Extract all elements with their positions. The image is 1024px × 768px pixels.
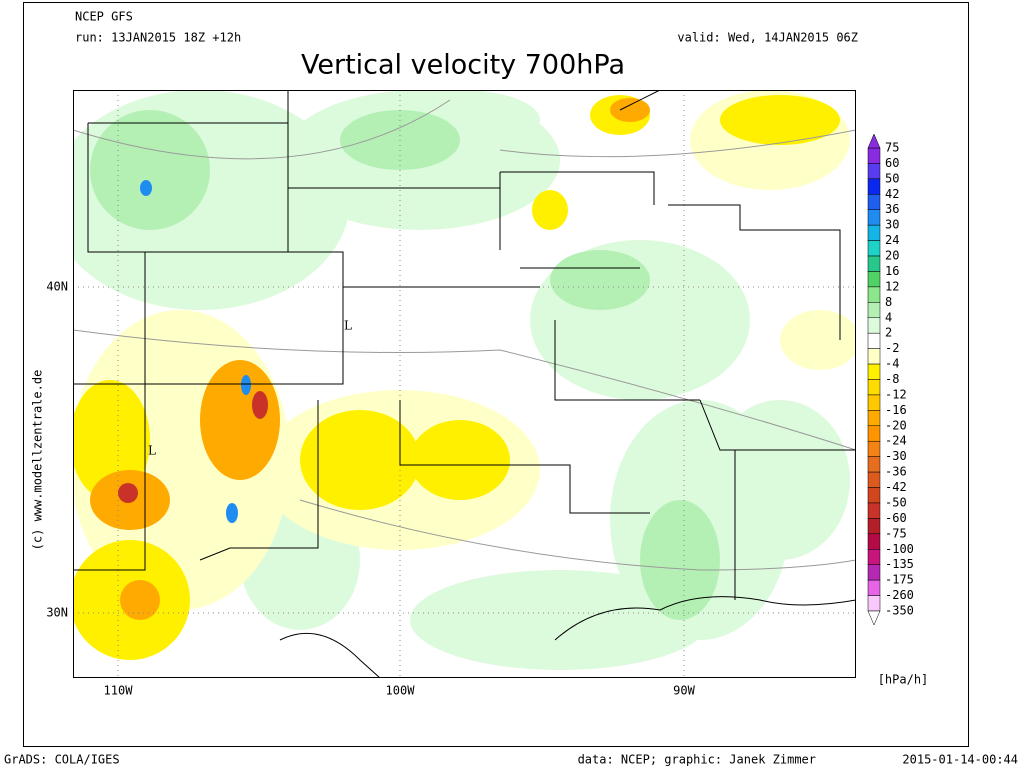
colorbar-swatch — [867, 456, 881, 473]
colorbar-label: 4 — [885, 310, 892, 324]
colorbar-label: -260 — [885, 588, 914, 602]
colorbar-swatch — [867, 240, 881, 257]
colorbar-swatch — [867, 147, 881, 164]
colorbar-label: 36 — [885, 202, 899, 216]
title: Vertical velocity 700hPa — [301, 50, 625, 81]
colorbar-swatch — [867, 332, 881, 349]
colorbar-label: -16 — [885, 403, 907, 417]
colorbar-swatch — [867, 518, 881, 535]
colorbar-label: -2 — [885, 341, 899, 355]
colorbar-swatch — [867, 194, 881, 210]
colorbar-swatch — [867, 579, 881, 596]
colorbar-swatch — [867, 163, 881, 180]
colorbar-unit: [hPa/h] — [878, 673, 929, 687]
run: run: 13JAN2015 18Z +12h — [75, 31, 241, 45]
colorbar-swatch — [867, 209, 881, 226]
colorbar-label: 8 — [885, 295, 892, 309]
colorbar-label: -50 — [885, 495, 907, 509]
colorbar-swatch — [867, 178, 881, 195]
colorbar-arrow — [867, 133, 881, 149]
colorbar-arrow — [867, 610, 881, 626]
colorbar-swatch — [867, 487, 881, 504]
colorbar-label: 30 — [885, 218, 899, 232]
colorbar-label: -135 — [885, 557, 914, 571]
colorbar-label: -60 — [885, 511, 907, 525]
colorbar-label: 60 — [885, 156, 899, 170]
colorbar-label: -175 — [885, 573, 914, 587]
colorbar-label: 12 — [885, 279, 899, 293]
lon-label: 90W — [673, 684, 695, 698]
footer-center: data: NCEP; graphic: Janek Zimmer — [578, 753, 816, 767]
colorbar-label: 75 — [885, 141, 899, 155]
colorbar-swatch — [867, 502, 881, 519]
colorbar-label: -75 — [885, 526, 907, 540]
colorbar-swatch — [867, 394, 881, 411]
colorbar-label: -36 — [885, 465, 907, 479]
colorbar-swatch — [867, 595, 881, 612]
colorbar-label: -24 — [885, 434, 907, 448]
colorbar-swatch — [867, 471, 881, 488]
colorbar: 75605042363024201612842-2-4-8-12-16-20-2… — [867, 133, 914, 626]
colorbar-swatch — [867, 379, 881, 396]
colorbar-swatch — [867, 224, 881, 241]
colorbar-label: 50 — [885, 171, 899, 185]
colorbar-swatch — [867, 549, 881, 565]
colorbar-label: -20 — [885, 418, 907, 432]
lon-label: 100W — [386, 684, 416, 698]
colorbar-swatch — [867, 317, 881, 334]
lat-label: 30N — [46, 606, 68, 620]
colorbar-label: 24 — [885, 233, 899, 247]
valid: valid: Wed, 14JAN2015 06Z — [677, 31, 858, 45]
model: NCEP GFS — [75, 10, 133, 24]
credit: (c) www.modellzentrale.de — [31, 370, 45, 551]
colorbar-label: 20 — [885, 249, 899, 263]
footer-left: GrADS: COLA/IGES — [4, 753, 120, 767]
low-marker: L — [344, 319, 352, 333]
colorbar-label: 2 — [885, 326, 892, 340]
colorbar-swatch — [867, 564, 881, 581]
colorbar-label: -42 — [885, 480, 907, 494]
colorbar-label: -100 — [885, 542, 914, 556]
colorbar-swatch — [867, 425, 881, 442]
colorbar-swatch — [867, 533, 881, 550]
colorbar-label: -4 — [885, 357, 899, 371]
colorbar-swatch — [867, 410, 881, 427]
colorbar-swatch — [867, 271, 881, 288]
colorbar-label: -30 — [885, 449, 907, 463]
colorbar-label: 42 — [885, 187, 899, 201]
colorbar-label: -8 — [885, 372, 899, 386]
colorbar-swatch — [867, 363, 881, 380]
colorbar-label: -12 — [885, 387, 907, 401]
colorbar-swatch — [867, 348, 881, 365]
colorbar-label: 16 — [885, 264, 899, 278]
map: L L — [73, 90, 856, 678]
colorbar-swatch — [867, 286, 881, 303]
colorbar-swatch — [867, 255, 881, 272]
colorbar-swatch — [867, 302, 881, 319]
colorbar-label: -350 — [885, 604, 914, 618]
colorbar-swatch — [867, 440, 881, 457]
low-marker: L — [148, 444, 156, 458]
lon-label: 110W — [104, 684, 134, 698]
footer-right: 2015-01-14-00:44 — [902, 753, 1018, 767]
lat-label: 40N — [46, 280, 68, 294]
